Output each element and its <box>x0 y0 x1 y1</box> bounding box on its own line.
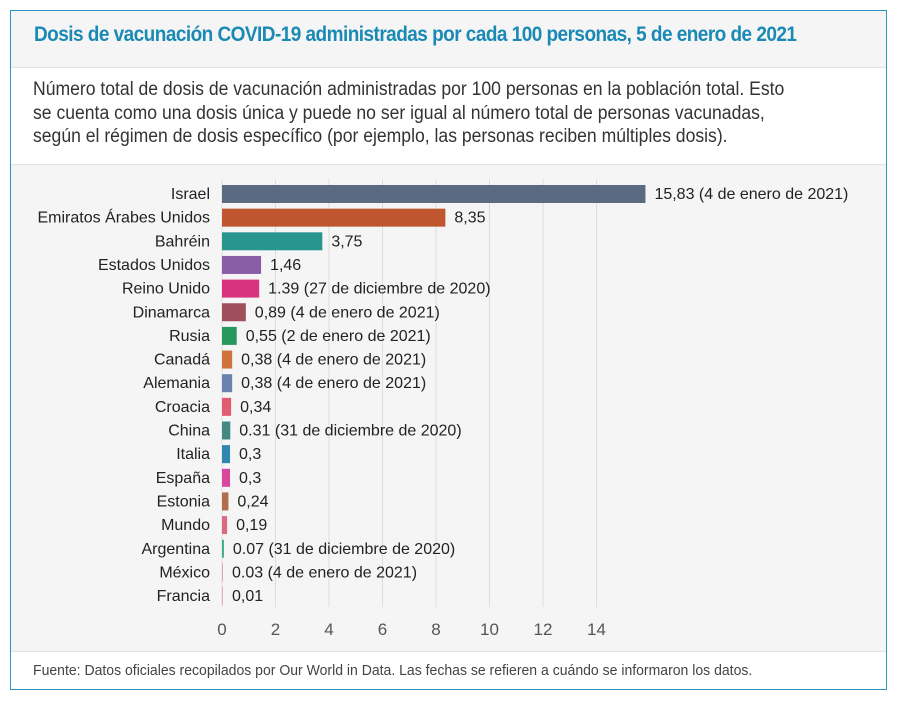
category-label: Argentina <box>142 541 211 558</box>
x-tick-label: 2 <box>271 620 280 639</box>
bar[interactable] <box>222 350 233 369</box>
bar[interactable] <box>222 232 323 251</box>
bar[interactable] <box>222 208 446 227</box>
bar[interactable] <box>222 255 262 274</box>
value-label: 15,83 (4 de enero de 2021) <box>654 186 848 203</box>
value-label: 3,75 <box>331 233 362 250</box>
value-label: 0.31 (31 de diciembre de 2020) <box>239 423 461 440</box>
x-tick-label: 10 <box>480 620 499 639</box>
category-label: Francia <box>157 588 210 605</box>
category-label: Reino Unido <box>122 281 210 298</box>
source-note: Fuente: Datos oficiales recopilados por … <box>33 662 753 679</box>
value-label: 0,38 (4 de enero de 2021) <box>241 352 426 369</box>
category-label: Alemania <box>143 375 210 392</box>
chart-description: Número total de dosis de vacunación admi… <box>11 68 886 165</box>
bar[interactable] <box>222 445 231 464</box>
value-label: 0,55 (2 de enero de 2021) <box>246 328 431 345</box>
value-label: 0,24 <box>237 493 268 510</box>
description-line: se cuenta como una dosis única y puede n… <box>33 102 765 124</box>
category-label: Rusia <box>169 328 210 345</box>
chart-header: Dosis de vacunación COVID-19 administrad… <box>11 11 886 68</box>
value-label: 0,3 <box>239 470 261 487</box>
x-tick-label: 8 <box>431 620 440 639</box>
bar[interactable] <box>222 374 233 393</box>
x-tick-label: 14 <box>587 620 606 639</box>
category-label: Canadá <box>154 352 210 369</box>
value-label: 0.03 (4 de enero de 2021) <box>232 564 417 581</box>
value-label: 1.39 (27 de diciembre de 2020) <box>268 281 490 298</box>
value-label: 0,34 <box>240 399 271 416</box>
category-label: Emiratos Árabes Unidos <box>37 208 210 227</box>
x-tick-label: 0 <box>217 620 226 639</box>
bar[interactable] <box>222 492 229 511</box>
description-line: según el régimen de dosis específico (po… <box>33 126 728 147</box>
category-label: Dinamarca <box>133 304 210 321</box>
value-label: 0,89 (4 de enero de 2021) <box>255 304 440 321</box>
category-label: China <box>168 423 210 440</box>
value-label: 0,38 (4 de enero de 2021) <box>241 375 426 392</box>
x-tick-label: 6 <box>378 620 387 639</box>
bar-chart: Israel Emiratos Árabes Unidos Bahréin Estad… <box>37 179 848 639</box>
category-label: Italia <box>176 446 210 463</box>
x-tick-label: 4 <box>324 620 333 639</box>
value-label: 0,19 <box>236 517 267 534</box>
bars <box>222 185 646 606</box>
category-label: México <box>159 564 210 581</box>
bar[interactable] <box>222 397 232 416</box>
bar[interactable] <box>222 421 231 440</box>
bar[interactable] <box>222 587 223 606</box>
value-label: 0,01 <box>232 588 263 605</box>
chart-card: Dosis de vacunación COVID-19 administrad… <box>10 10 887 690</box>
category-label: España <box>156 470 210 487</box>
bar[interactable] <box>222 303 246 322</box>
value-labels: 15,83 (4 de enero de 2021) 8,35 3,75 1,46 1.… <box>232 186 848 605</box>
description-line: Número total de dosis de vacunación admi… <box>33 79 785 100</box>
value-label: 0,3 <box>239 446 261 463</box>
value-label: 8,35 <box>454 210 485 227</box>
chart-title: Dosis de vacunación COVID-19 administrad… <box>34 23 797 46</box>
bar[interactable] <box>222 516 228 535</box>
category-label: Croacia <box>155 399 210 416</box>
category-label: Estonia <box>157 493 210 510</box>
bar[interactable] <box>222 279 260 298</box>
value-label: 0.07 (31 de diciembre de 2020) <box>233 541 455 558</box>
bar[interactable] <box>222 539 224 558</box>
category-label: Bahréin <box>155 233 210 250</box>
bar[interactable] <box>222 326 237 345</box>
chart-footer: Fuente: Datos oficiales recopilados por … <box>11 652 886 689</box>
bar[interactable] <box>222 468 231 487</box>
category-labels: Israel Emiratos Árabes Unidos Bahréin Estad… <box>37 186 210 605</box>
category-label: Estados Unidos <box>98 257 210 274</box>
description-text: Número total de dosis de vacunación admi… <box>33 78 866 149</box>
value-label: 1,46 <box>270 257 301 274</box>
bar[interactable] <box>222 563 223 582</box>
x-tick-label: 12 <box>534 620 553 639</box>
category-label: Israel <box>171 186 210 203</box>
x-axis-ticks: 0 2 4 6 8 10 12 14 <box>217 620 606 639</box>
chart-area: Israel Emiratos Árabes Unidos Bahréin Estad… <box>11 165 886 652</box>
gridlines <box>221 179 597 607</box>
category-label: Mundo <box>161 517 210 534</box>
bar[interactable] <box>222 185 646 203</box>
